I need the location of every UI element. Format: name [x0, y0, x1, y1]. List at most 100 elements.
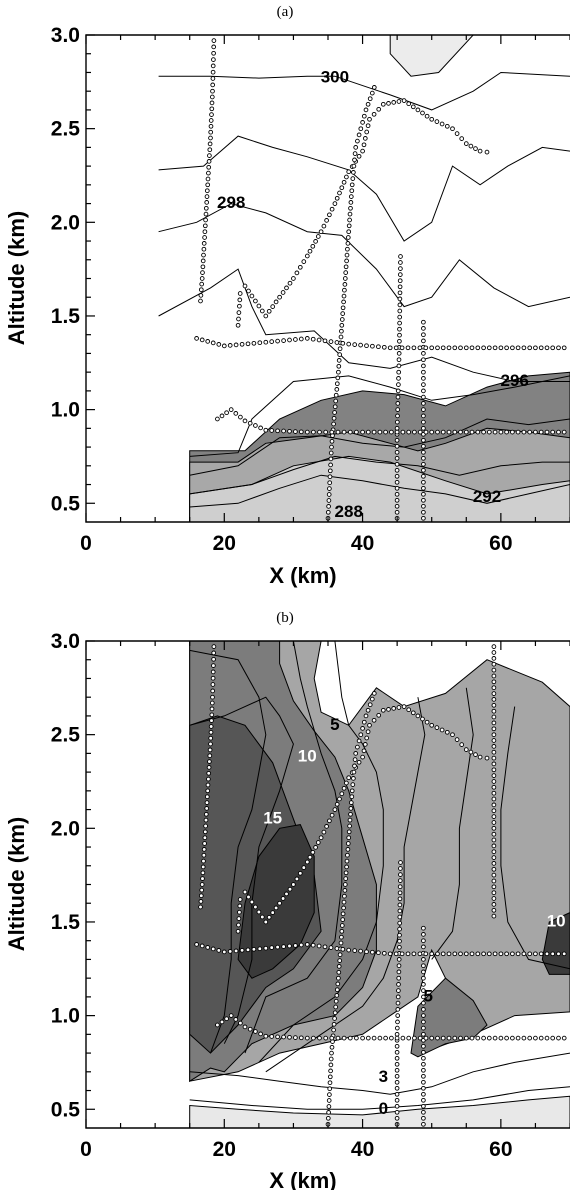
plot-area: 5 10 15 10 5 3 0 — [189, 641, 570, 1128]
sample-point — [393, 345, 399, 351]
sample-point — [257, 946, 263, 952]
sample-point — [209, 706, 215, 712]
sample-point — [491, 749, 497, 755]
y-tick-label: 3.0 — [51, 630, 80, 653]
sample-point — [364, 735, 370, 741]
sample-point — [263, 919, 269, 925]
sample-point — [284, 285, 289, 291]
sample-point — [210, 688, 216, 694]
sample-point — [331, 421, 336, 427]
sample-point — [360, 726, 365, 731]
sample-point — [237, 291, 243, 296]
sample-point — [421, 963, 426, 969]
sample-point — [400, 429, 406, 435]
sample-point — [397, 902, 403, 908]
panel-label: (a) — [277, 4, 294, 20]
sample-point — [245, 947, 251, 953]
sample-point — [328, 450, 334, 456]
sample-point — [371, 1035, 377, 1041]
sample-point — [435, 345, 440, 351]
sample-point — [341, 293, 347, 299]
sample-point — [394, 1049, 400, 1055]
sample-point — [228, 407, 234, 412]
sample-point — [394, 461, 400, 467]
sample-point — [393, 951, 399, 957]
sample-point — [281, 944, 286, 949]
sample-point — [394, 473, 400, 479]
sample-point — [242, 283, 248, 289]
sample-track — [215, 407, 567, 435]
contour-label: 10 — [547, 911, 566, 930]
sample-point — [338, 334, 344, 340]
sample-point — [263, 427, 269, 433]
y-tick-label: 2.0 — [51, 211, 80, 234]
sample-point — [415, 713, 421, 719]
sample-point — [371, 85, 377, 90]
sample-point — [397, 932, 402, 938]
sample-point — [327, 474, 333, 480]
sample-point — [364, 343, 369, 349]
sample-point — [491, 744, 497, 749]
sample-point — [332, 404, 338, 410]
sample-point — [421, 1043, 426, 1049]
sample-point — [410, 104, 416, 110]
y-tick-label: 1.5 — [51, 305, 81, 328]
sample-point — [469, 951, 475, 957]
sample-point — [352, 948, 358, 953]
sample-point — [351, 769, 357, 775]
sample-point — [365, 101, 371, 107]
sample-point — [346, 775, 352, 781]
sample-point — [556, 1035, 561, 1041]
sample-point — [310, 243, 316, 249]
sample-point — [452, 345, 458, 351]
sample-point — [242, 418, 248, 424]
sample-point — [328, 1062, 334, 1068]
sample-point — [293, 337, 298, 342]
sample-point — [491, 831, 497, 837]
sample-point — [353, 145, 359, 150]
contour-line — [189, 1086, 570, 1110]
sample-point — [340, 305, 346, 311]
sample-point — [335, 375, 341, 381]
sample-point — [204, 794, 210, 800]
sample-point — [334, 387, 340, 392]
sample-point — [395, 1019, 400, 1025]
sample-point — [491, 679, 497, 685]
sample-point — [367, 116, 372, 122]
sample-point — [361, 113, 367, 119]
sample-point — [206, 770, 212, 776]
sample-point — [394, 1079, 400, 1085]
sample-point — [446, 1035, 452, 1041]
sample-point — [356, 759, 362, 765]
sample-point — [421, 357, 426, 363]
sample-point — [201, 847, 207, 852]
sample-point — [310, 336, 316, 342]
sample-point — [247, 1026, 253, 1032]
sample-point — [394, 1109, 400, 1115]
sample-point — [491, 720, 497, 726]
sample-point — [224, 1016, 229, 1022]
sample-point — [326, 1104, 332, 1109]
sample-point — [280, 896, 286, 901]
sample-point — [421, 401, 426, 406]
sample-point — [205, 182, 211, 188]
x-axis-title: X (km) — [269, 563, 336, 588]
sample-point — [421, 1121, 426, 1127]
sample-point — [355, 138, 360, 144]
sample-track — [235, 704, 490, 934]
sample-point — [284, 891, 289, 897]
sample-point — [397, 914, 403, 920]
panel-label: (b) — [276, 610, 294, 626]
contour-line — [258, 641, 384, 1063]
sample-point — [334, 946, 340, 951]
sample-point — [439, 727, 445, 733]
sample-point — [269, 339, 275, 344]
sample-point — [421, 925, 426, 931]
sample-point — [219, 1019, 225, 1025]
sample-point — [412, 429, 417, 435]
contour-line — [189, 418, 570, 476]
sample-point — [347, 211, 353, 217]
sample-point — [491, 790, 497, 796]
sample-point — [339, 185, 345, 191]
sample-point — [394, 479, 400, 485]
